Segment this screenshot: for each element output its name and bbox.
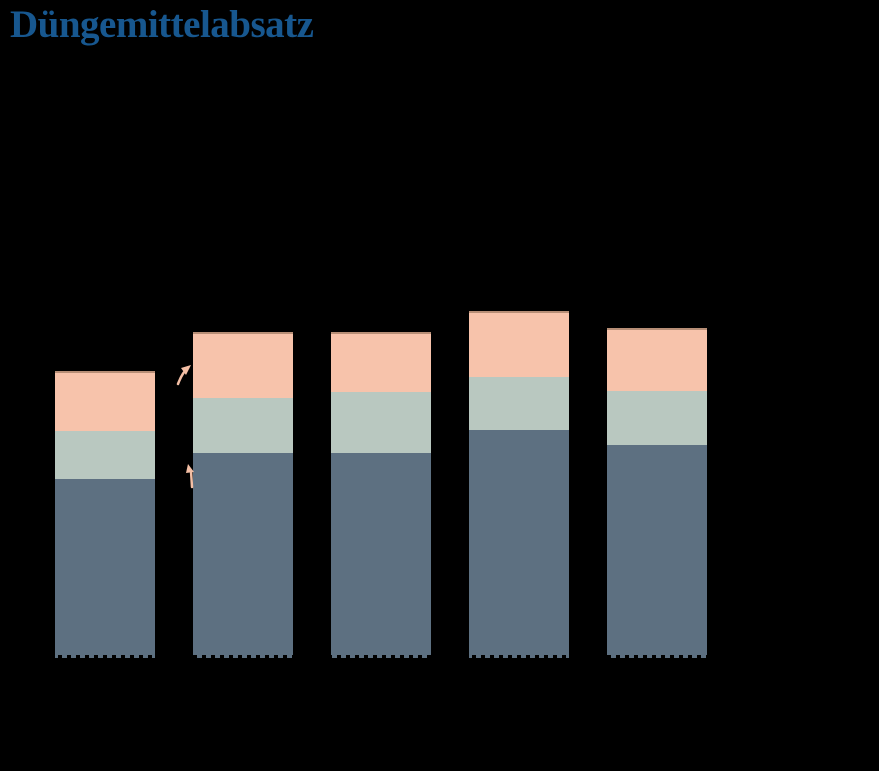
bar-1-segment-bottom-slate bbox=[55, 479, 155, 658]
bar-3 bbox=[331, 332, 431, 658]
chart-title: Düngemittelabsatz bbox=[10, 3, 314, 46]
bar-1 bbox=[55, 371, 155, 658]
bar-5 bbox=[607, 328, 707, 658]
bar-3-segment-bottom-slate bbox=[331, 453, 431, 658]
bar-1-segment-middle-sage bbox=[55, 431, 155, 479]
bar-4-segment-middle-sage bbox=[469, 377, 569, 430]
bar-3-segment-top-peach bbox=[331, 332, 431, 392]
bar-5-segment-top-peach bbox=[607, 328, 707, 391]
bar-4 bbox=[469, 311, 569, 658]
bar-2-segment-top-peach bbox=[193, 332, 293, 398]
bar-2 bbox=[193, 332, 293, 658]
bar-5-segment-middle-sage bbox=[607, 391, 707, 445]
x-axis-dotted-baseline bbox=[40, 655, 730, 659]
bar-4-segment-top-peach bbox=[469, 311, 569, 377]
bar-2-segment-bottom-slate bbox=[193, 453, 293, 658]
bar-3-segment-middle-sage bbox=[331, 392, 431, 453]
bar-1-segment-top-peach bbox=[55, 371, 155, 431]
bar-4-segment-bottom-slate bbox=[469, 430, 569, 658]
bar-5-segment-bottom-slate bbox=[607, 445, 707, 658]
bar-2-segment-middle-sage bbox=[193, 398, 293, 453]
